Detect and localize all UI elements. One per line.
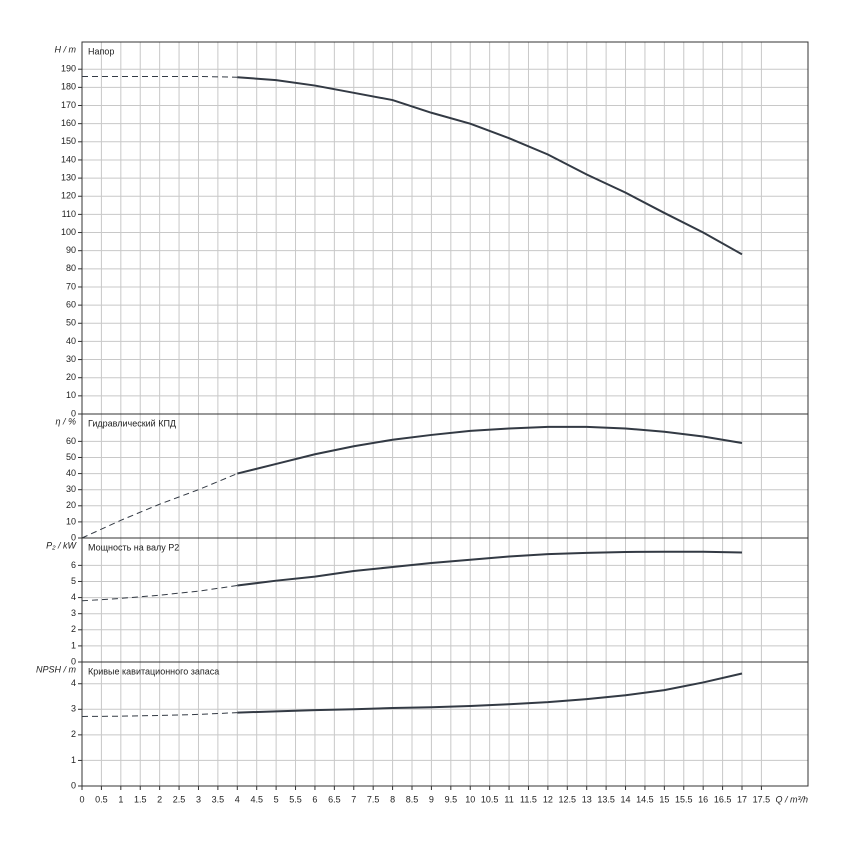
curve	[81, 585, 238, 602]
y-tick-label: 0	[71, 408, 76, 418]
x-tick-label: 13	[582, 794, 592, 804]
panel-title: Напор	[88, 46, 114, 56]
y-tick-label: 130	[61, 172, 76, 182]
x-tick-label: 15.5	[675, 794, 693, 804]
y-tick-label: 60	[66, 436, 76, 446]
y-tick-label: 170	[61, 100, 76, 110]
x-tick-label: 17.5	[753, 794, 771, 804]
x-tick-label: 4.5	[250, 794, 263, 804]
x-tick-label: 4	[235, 794, 240, 804]
x-tick-label: 1.5	[134, 794, 147, 804]
y-axis-label: H / m	[55, 44, 77, 54]
y-tick-label: 40	[66, 468, 76, 478]
y-tick-label: 150	[61, 136, 76, 146]
x-tick-label: 8	[390, 794, 395, 804]
y-tick-label: 70	[66, 281, 76, 291]
x-tick-label: 11.5	[520, 794, 537, 804]
x-tick-label: 11	[504, 794, 513, 804]
x-tick-label: 12.5	[559, 794, 577, 804]
y-tick-label: 2	[71, 624, 76, 634]
curve	[237, 550, 743, 587]
y-tick-label: 10	[66, 516, 76, 526]
y-tick-label: 20	[66, 500, 76, 510]
y-axis-label: η / %	[55, 416, 76, 426]
y-tick-label: 4	[71, 592, 76, 602]
x-tick-label: 13.5	[597, 794, 615, 804]
y-tick-label: 110	[62, 209, 76, 219]
x-tick-label: 17	[737, 794, 747, 804]
y-tick-label: 2	[71, 729, 76, 739]
curve	[237, 425, 743, 475]
panel-frame	[81, 537, 809, 663]
x-tick-label: 6.5	[328, 794, 341, 804]
y-tick-label: 50	[66, 452, 76, 462]
x-tick-label: 3.5	[212, 794, 225, 804]
x-tick-label: 2.5	[173, 794, 186, 804]
y-axis-label: P₂ / kW	[46, 540, 77, 550]
y-tick-label: 30	[66, 354, 76, 364]
x-tick-label: 0	[79, 794, 84, 804]
y-tick-label: 20	[66, 372, 76, 382]
x-tick-label: 14	[621, 794, 631, 804]
y-tick-label: 3	[71, 608, 76, 618]
y-tick-label: 190	[61, 64, 76, 74]
y-tick-label: 40	[66, 336, 76, 346]
panel-frame	[81, 41, 809, 415]
y-tick-label: 100	[61, 227, 76, 237]
y-tick-label: 0	[71, 780, 76, 790]
x-tick-label: 16	[698, 794, 708, 804]
x-tick-label: 9.5	[445, 794, 458, 804]
x-tick-label: 7.5	[367, 794, 380, 804]
y-axis-label: NPSH / m	[36, 664, 77, 674]
x-tick-label: 9	[429, 794, 434, 804]
y-tick-label: 50	[66, 318, 76, 328]
x-tick-label: 16.5	[714, 794, 732, 804]
x-axis-label: Q / m³/h	[775, 794, 808, 804]
x-tick-label: 6	[312, 794, 317, 804]
y-tick-label: 1	[71, 640, 76, 650]
x-tick-label: 3	[196, 794, 201, 804]
x-tick-label: 7	[351, 794, 356, 804]
x-tick-label: 12	[543, 794, 553, 804]
y-tick-label: 30	[66, 484, 76, 494]
y-tick-label: 160	[61, 118, 76, 128]
y-tick-label: 10	[66, 390, 76, 400]
y-tick-label: 3	[71, 704, 76, 714]
curve	[237, 672, 743, 714]
curve	[81, 473, 238, 539]
y-tick-label: 4	[71, 678, 76, 688]
x-tick-label: 14.5	[636, 794, 654, 804]
x-tick-label: 8.5	[406, 794, 419, 804]
x-tick-label: 10	[465, 794, 475, 804]
x-tick-label: 1	[118, 794, 123, 804]
x-tick-label: 15	[659, 794, 669, 804]
y-tick-label: 60	[66, 299, 76, 309]
x-tick-label: 10.5	[481, 794, 499, 804]
panel-frame	[81, 661, 809, 787]
curve	[82, 75, 238, 78]
y-tick-label: 90	[66, 245, 76, 255]
y-tick-label: 6	[71, 560, 76, 570]
x-tick-label: 2	[157, 794, 162, 804]
curve	[81, 712, 238, 717]
panel-title: Гидравлический КПД	[88, 418, 176, 428]
x-tick-label: 5	[274, 794, 279, 804]
y-tick-label: 80	[66, 263, 76, 273]
panel-title: Кривые кавитационного запаса	[88, 666, 219, 676]
y-tick-label: 120	[61, 191, 76, 201]
y-tick-label: 140	[61, 154, 76, 164]
y-tick-label: 0	[71, 656, 76, 666]
y-tick-label: 5	[71, 576, 76, 586]
panel-title: Мощность на валу P2	[88, 542, 179, 552]
x-tick-label: 5.5	[289, 794, 302, 804]
y-tick-label: 180	[61, 82, 76, 92]
y-tick-label: 0	[71, 532, 76, 542]
y-tick-label: 1	[71, 755, 76, 765]
x-tick-label: 0.5	[95, 794, 108, 804]
curve	[237, 76, 743, 256]
